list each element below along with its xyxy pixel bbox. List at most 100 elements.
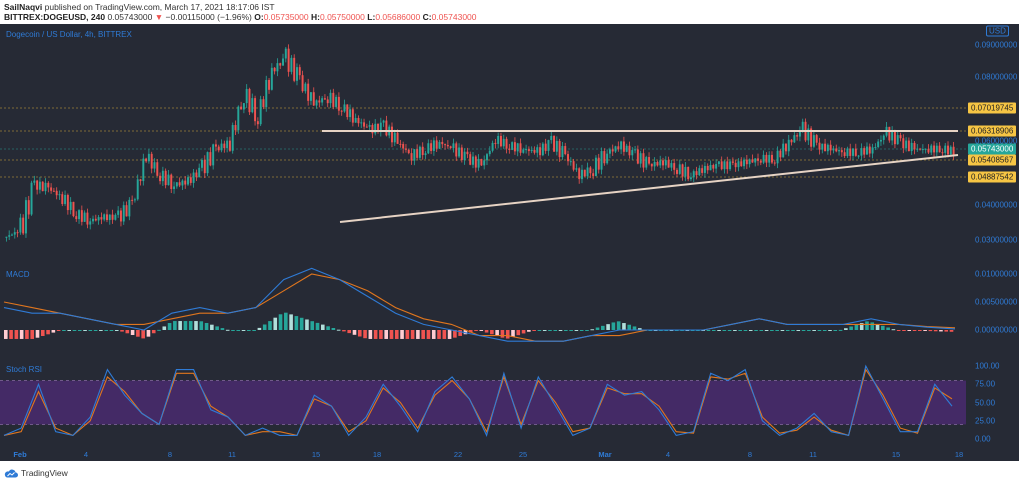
macd-histogram-bar [384, 330, 388, 339]
candle-body [335, 96, 338, 107]
candle-body [564, 146, 567, 155]
candle-body [156, 162, 159, 176]
candle-body [477, 158, 480, 168]
candle-body [393, 132, 396, 143]
macd-histogram-bar [67, 330, 71, 331]
macd-histogram-bar [748, 330, 753, 331]
candle-body [592, 173, 595, 176]
macd-histogram-bar [817, 330, 822, 331]
candle-body [603, 151, 606, 164]
candle-body [97, 217, 100, 221]
macd-histogram-bar [93, 330, 98, 331]
candle-body [868, 146, 871, 154]
last-price: 0.05743000 [107, 12, 153, 22]
candle-body [83, 212, 86, 222]
candle-body [452, 143, 455, 149]
candle-body [427, 143, 430, 154]
candle-body [586, 167, 589, 177]
candle-body [561, 146, 564, 158]
macd-histogram-bar [812, 330, 816, 331]
macd-histogram-bar [500, 330, 505, 338]
candle-body [488, 150, 491, 155]
candle-body [866, 146, 868, 155]
candle-body [30, 182, 33, 215]
candle-body [838, 150, 841, 152]
macd-histogram-bar [30, 330, 35, 339]
candle-body [899, 135, 902, 139]
candle-body [771, 154, 773, 163]
candle-body [377, 123, 379, 132]
macd-histogram-bar [944, 330, 949, 332]
macd-histogram-bar [928, 330, 933, 332]
candle-body [61, 194, 64, 204]
candle-body [78, 210, 81, 220]
candle-body [19, 217, 22, 233]
macd-histogram-bar [315, 322, 320, 330]
candle-body [581, 169, 583, 180]
macd-histogram-bar [516, 330, 521, 336]
macd-histogram-bar [791, 330, 795, 331]
time-axis-label: 15 [891, 450, 901, 459]
macd-histogram-bar [770, 330, 774, 331]
tradingview-logo[interactable]: TradingView [4, 468, 68, 478]
candle-body [214, 144, 217, 147]
candle-body [597, 157, 600, 170]
candle-body [282, 58, 284, 66]
candle-body [759, 160, 762, 163]
macd-histogram-bar [220, 328, 225, 330]
candle-body [251, 98, 254, 113]
candle-body [491, 142, 494, 151]
candle-body [187, 177, 189, 185]
macd-histogram-bar [780, 330, 785, 331]
candle-body [248, 88, 251, 113]
candle-body [139, 179, 142, 182]
macd-histogram-bar [807, 330, 811, 331]
candle-body [24, 200, 27, 234]
macd-histogram-bar [611, 322, 616, 330]
candle-body [438, 141, 441, 149]
candle-body [642, 153, 645, 168]
candle-body [298, 67, 301, 76]
candle-body [622, 141, 625, 152]
macd-axis-label: 0.01000000 [975, 269, 1018, 279]
macd-histogram-bar [907, 330, 912, 331]
macd-histogram-bar [225, 329, 230, 331]
level-price-tag: 0.06318906 [968, 125, 1017, 137]
close-label: C: [422, 12, 432, 22]
time-axis-label: 11 [228, 450, 236, 459]
candle-body [765, 154, 768, 163]
candle-body [117, 210, 120, 215]
candle-body [47, 182, 50, 188]
candle-body [287, 48, 290, 72]
candle-body [212, 144, 215, 166]
candle-body [203, 159, 206, 174]
candle-body [89, 221, 92, 225]
candle-body [913, 142, 916, 150]
candle-body [544, 143, 547, 151]
macd-histogram-bar [326, 326, 330, 330]
candle-body [634, 149, 637, 151]
author-name[interactable]: SailNaqvi [4, 2, 43, 12]
brand-name: TradingView [21, 468, 68, 478]
candle-body [463, 151, 466, 161]
macd-histogram-bar [738, 330, 742, 331]
candle-body [435, 140, 438, 149]
macd-histogram-bar [72, 330, 77, 331]
open-value: 0.05735000 [263, 12, 309, 22]
candle-body [762, 154, 765, 163]
macd-histogram-bar [120, 330, 124, 332]
currency-label[interactable]: USD [986, 25, 1009, 37]
candle-body [100, 217, 103, 220]
candle-body [502, 138, 505, 147]
candle-body [326, 99, 329, 104]
candle-body [226, 140, 229, 149]
candle-body [553, 135, 556, 152]
macd-histogram-bar [849, 326, 853, 330]
candle-body [371, 124, 374, 134]
candle-body [620, 141, 623, 150]
candle-body [505, 138, 508, 149]
macd-histogram-bar [247, 330, 251, 331]
candle-body [796, 135, 799, 137]
candle-body [458, 147, 461, 157]
